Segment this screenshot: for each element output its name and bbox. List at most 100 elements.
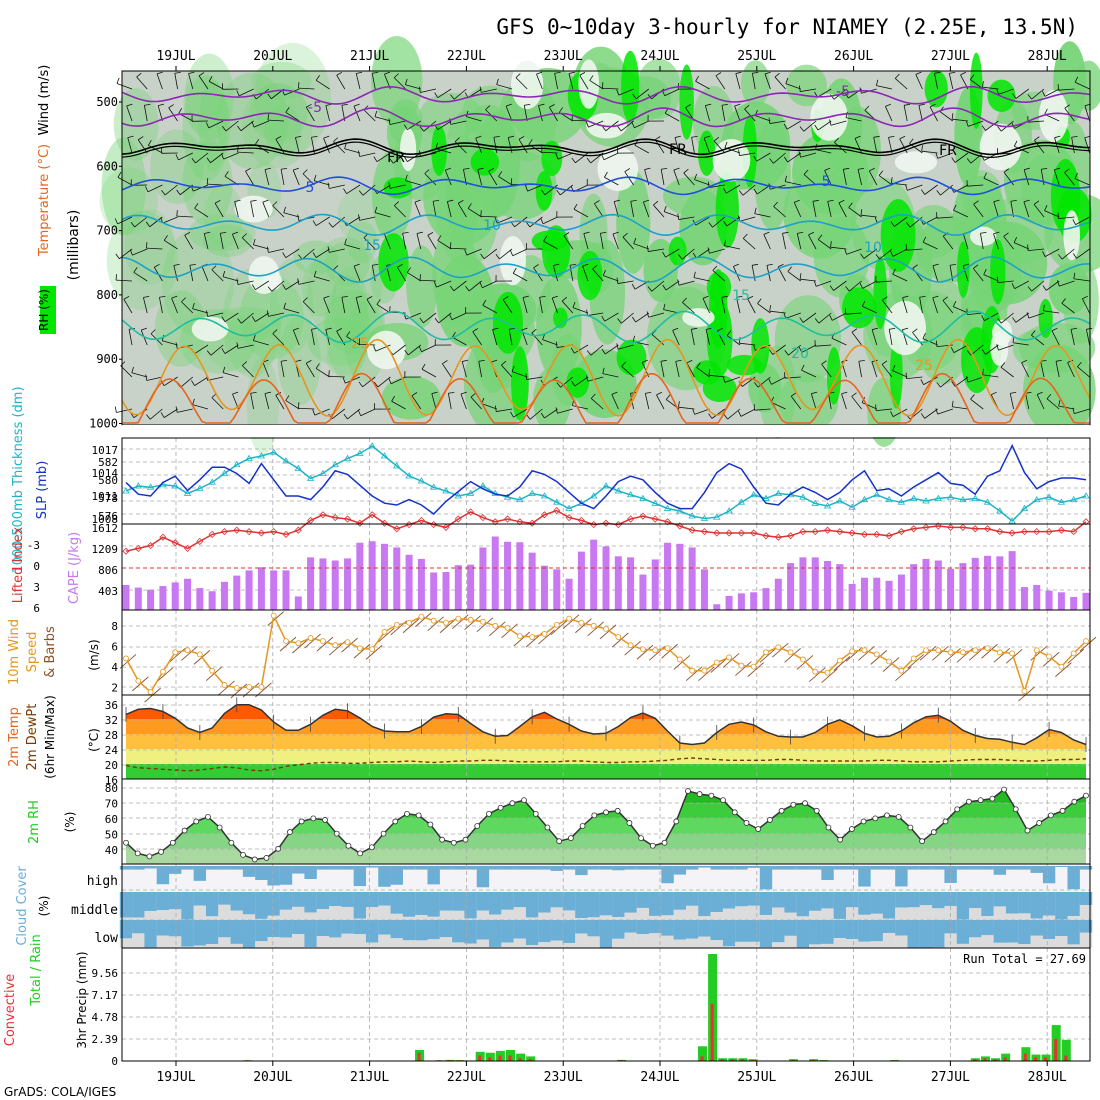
wind-barb-flag	[388, 118, 391, 125]
wind-barb-flag	[875, 79, 879, 86]
wind-barb	[366, 299, 376, 314]
wind-barb-flag	[601, 315, 606, 322]
wind-barb	[934, 73, 938, 90]
cloud-bar	[242, 920, 256, 948]
cloud-clear	[205, 944, 219, 948]
wind-barb	[726, 216, 741, 227]
wind-barb-flag	[892, 365, 896, 371]
lifted-tick-label: 6	[33, 602, 40, 615]
cloud-bar	[156, 920, 170, 936]
wind-barb	[871, 361, 878, 378]
cloud-bar	[772, 892, 785, 908]
rh-moist-area	[326, 340, 363, 376]
wind-barb-flag	[894, 73, 900, 79]
cape-bar	[380, 543, 388, 610]
pressure-tick-label: 1000	[89, 417, 118, 431]
thickness-line-marker	[688, 512, 696, 519]
wind-barb-flag	[509, 250, 514, 256]
rh-saturated-area	[1038, 298, 1053, 338]
cloud-clear	[513, 938, 527, 948]
wind-barb-flag	[188, 71, 195, 74]
wind-barb-flag	[799, 85, 801, 92]
rh-line-marker	[848, 826, 855, 832]
wind-barb-flag	[539, 295, 546, 298]
wind-barb	[604, 344, 619, 355]
wind-barb-flag	[1044, 108, 1048, 115]
wind-barb	[194, 207, 209, 218]
cloud-bar	[735, 920, 748, 942]
wind-barb-10m	[550, 620, 568, 636]
cloud-bar	[1005, 920, 1019, 943]
wind-barb-flag	[372, 263, 379, 266]
wind-barb-flag	[404, 349, 409, 356]
wind-barb	[970, 344, 984, 356]
wind-barb	[571, 119, 589, 122]
cape-bar	[651, 559, 659, 610]
wind-barb-flag	[373, 156, 378, 162]
wind-barb-flag	[538, 103, 545, 106]
lifted-index-line-marker	[134, 544, 142, 552]
wind-barb	[346, 184, 361, 194]
lifted-index-line-marker	[663, 518, 672, 526]
wind-barb-flag	[1042, 90, 1046, 97]
wind-speed-line-marker	[1033, 647, 1040, 654]
rh-saturated-area	[616, 339, 647, 376]
wind-barb-10m	[845, 646, 863, 662]
wind-barb-flag	[723, 239, 727, 246]
cloud-clear	[402, 916, 416, 920]
cloud-clear	[636, 907, 650, 920]
lifted-index-line-marker	[676, 522, 684, 530]
wind-barb-flag	[433, 199, 440, 202]
cloud-bar	[858, 892, 871, 915]
lifted-index-line-marker	[910, 525, 918, 533]
cloud-bar	[316, 866, 330, 870]
cloud-bar	[624, 892, 637, 913]
wind-barb-10m	[1055, 662, 1072, 677]
cape-tick-label: 1612	[92, 522, 119, 535]
wind-barb	[457, 203, 467, 218]
lifted-index-line-marker	[774, 533, 782, 541]
wind-barb-10m	[353, 643, 371, 659]
wind-barb	[742, 184, 756, 196]
cloud-bar	[649, 892, 662, 916]
cloud-clear	[624, 912, 637, 920]
wind-barb	[353, 265, 361, 282]
wind-barb	[583, 233, 589, 250]
cape-bar	[848, 583, 856, 610]
rh-moist-area	[277, 317, 321, 406]
wind-barb	[424, 173, 437, 186]
wind-barb-flag	[617, 318, 622, 324]
precip-convective-bar	[973, 1059, 977, 1061]
lifted-index-line-marker	[491, 518, 499, 526]
wind-barb	[705, 329, 710, 346]
thickness-line-marker	[811, 499, 819, 506]
cloud-bar	[181, 920, 194, 947]
wind-barb-flag	[555, 341, 558, 348]
wind-barb	[854, 138, 862, 154]
wind-barb-10m	[944, 647, 961, 663]
cloud-bar	[132, 866, 145, 870]
rh-dry-area	[578, 59, 600, 109]
wind-barb-flag	[899, 135, 906, 140]
wind-barb	[800, 278, 817, 282]
wind-barb	[721, 105, 726, 122]
wind-barb-flag	[920, 379, 924, 385]
wind-barb	[774, 76, 786, 90]
cape-bar	[824, 561, 832, 610]
wind-barb-10m	[365, 644, 383, 660]
rh-line-marker	[158, 848, 165, 855]
rh-saturated-area	[535, 171, 553, 211]
wind-barb-flag	[176, 189, 181, 195]
cloud-clear	[353, 918, 367, 920]
wind-barb-flag	[890, 177, 893, 184]
wind-speed-line-marker	[135, 677, 142, 684]
wind-barb	[436, 280, 452, 288]
wind-barb-flag	[524, 103, 531, 106]
wind-barb-10m	[858, 645, 875, 661]
cloud-bar	[636, 866, 650, 870]
wind-barb	[985, 344, 999, 355]
wind-barb-flag	[875, 254, 880, 260]
wind-barb-flag	[1073, 272, 1076, 279]
lifted-index-line-marker	[183, 544, 192, 552]
cloud-bar	[292, 892, 305, 907]
